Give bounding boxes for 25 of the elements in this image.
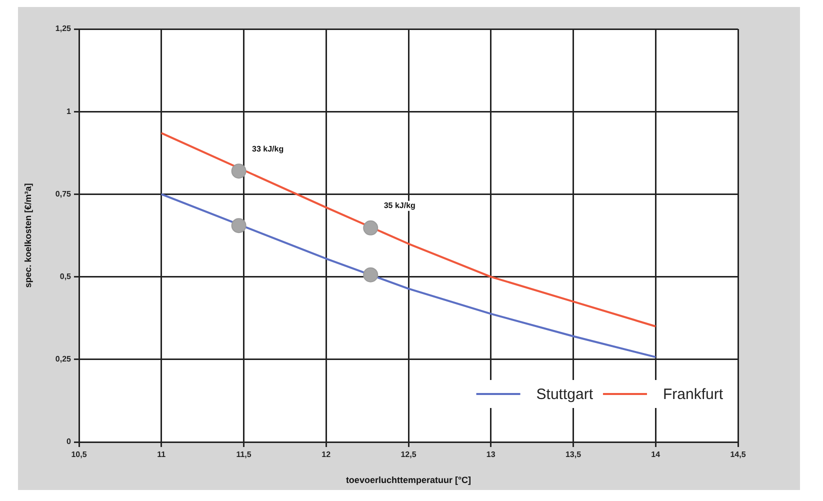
point [363,267,378,282]
y-tick-label: 1 [66,106,72,116]
x-tick-label: 13,5 [565,450,582,460]
y-axis-title: spec. koelkosten [€/m³a] [22,183,33,288]
x-axis-title: toevoerluchttemperatuur [°C] [346,475,472,486]
x-tick-label: 11,5 [236,450,252,460]
y-tick-label: 1,25 [55,24,72,34]
legend-label: Stuttgart [536,386,594,404]
x-tick-label: 14,5 [730,450,746,460]
x-tick-label: 12,5 [400,450,417,460]
x-tick-label: 14 [651,450,661,460]
point [231,218,246,234]
y-tick-label: 0 [66,437,72,446]
point [363,220,378,236]
annotation: 33 kJ/kg [252,144,284,154]
point [231,164,246,179]
x-tick-label: 10,5 [71,450,88,460]
x-tick-label: 13 [486,450,496,460]
annotation: 35 kJ/kg [384,201,416,210]
y-tick-label: 0,25 [55,354,72,364]
y-tick-label: 0,5 [60,272,72,282]
x-tick-label: 12 [322,450,332,460]
y-tick-label: 0,75 [55,189,72,198]
x-tick-label: 11 [157,450,166,460]
legend-label: Frankfurt [662,386,724,404]
